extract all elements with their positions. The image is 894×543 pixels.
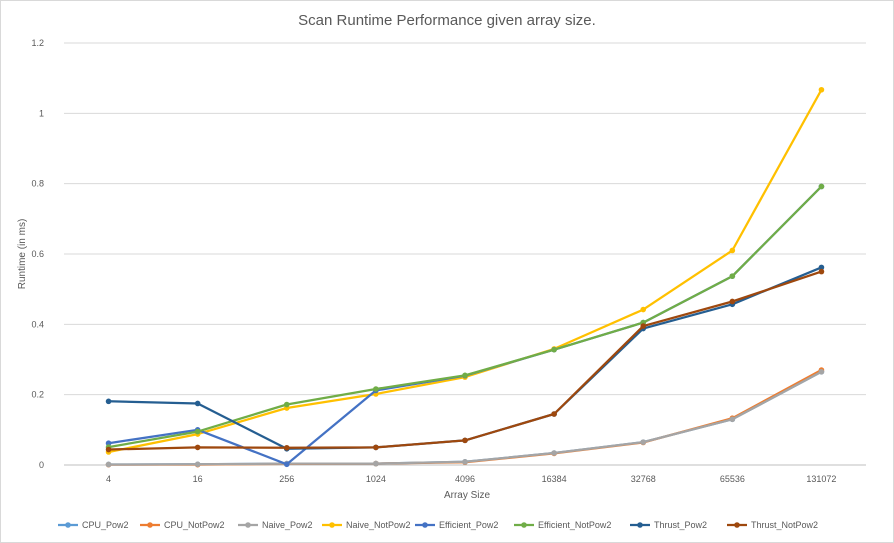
chart-title: Scan Runtime Performance given array siz… xyxy=(298,12,596,29)
data-point xyxy=(373,444,379,451)
series-line xyxy=(107,370,823,466)
data-point xyxy=(729,247,736,254)
y-tick-label: 0 xyxy=(39,460,44,470)
legend-item: Efficient_NotPow2 xyxy=(514,520,611,530)
data-point xyxy=(194,400,201,407)
series-line xyxy=(107,266,823,450)
data-point xyxy=(551,411,557,417)
series-naive-pow2 xyxy=(105,369,825,468)
legend-item: CPU_NotPow2 xyxy=(140,520,225,530)
series-cpu-pow2 xyxy=(105,369,825,468)
legend-swatch-marker xyxy=(422,522,428,528)
data-point xyxy=(640,323,647,329)
data-point xyxy=(818,86,825,93)
data-point xyxy=(640,439,647,445)
data-point xyxy=(194,444,201,451)
legend-item: Thrust_NotPow2 xyxy=(727,520,818,530)
data-point xyxy=(283,461,290,468)
legend-label: CPU_NotPow2 xyxy=(164,520,225,530)
legend-swatch-marker xyxy=(147,522,153,528)
x-tick-label: 256 xyxy=(279,474,294,484)
series-line xyxy=(107,88,823,454)
y-tick-label: 0.6 xyxy=(31,249,44,259)
data-point xyxy=(640,306,647,313)
x-tick-label: 4 xyxy=(106,474,111,484)
y-tick-label: 0.8 xyxy=(31,179,44,189)
series-lines xyxy=(105,86,825,468)
data-point xyxy=(551,450,557,456)
data-point xyxy=(373,460,379,467)
legend-label: CPU_Pow2 xyxy=(82,520,129,530)
data-point xyxy=(462,437,468,444)
data-point xyxy=(283,444,290,451)
data-point xyxy=(551,346,557,353)
series-line xyxy=(107,370,823,466)
y-tick-label: 1.2 xyxy=(31,38,44,48)
data-point xyxy=(105,440,112,446)
x-tick-label: 16 xyxy=(193,474,203,484)
legend-label: Naive_NotPow2 xyxy=(346,520,411,530)
series-naive-notpow2 xyxy=(105,86,825,455)
x-tick-label: 131072 xyxy=(806,474,836,484)
data-point xyxy=(194,428,201,435)
x-tick-label: 1024 xyxy=(366,474,386,484)
data-point xyxy=(818,369,825,375)
legend-label: Naive_Pow2 xyxy=(262,520,313,530)
legend-item: Thrust_Pow2 xyxy=(630,520,707,530)
legend-item: CPU_Pow2 xyxy=(58,520,129,530)
legend-label: Efficient_Pow2 xyxy=(439,520,498,530)
y-axis-ticks: 0 0.2 0.4 0.6 0.8 1 1.2 xyxy=(31,38,44,470)
legend-item: Naive_NotPow2 xyxy=(322,520,411,530)
data-point xyxy=(818,264,825,271)
data-point xyxy=(283,401,290,408)
legend-swatch-marker xyxy=(329,522,335,528)
legend-swatch-marker xyxy=(65,522,71,528)
legend-label: Thrust_Pow2 xyxy=(654,520,707,530)
legend-swatch-marker xyxy=(521,522,527,528)
gridlines xyxy=(64,42,866,466)
legend-swatch-marker xyxy=(245,522,251,528)
y-tick-label: 0.2 xyxy=(31,390,44,400)
legend-swatch-marker xyxy=(734,522,740,528)
data-point xyxy=(462,372,468,379)
x-tick-label: 32768 xyxy=(631,474,656,484)
series-thrust-notpow2 xyxy=(105,268,825,453)
data-point xyxy=(729,298,736,305)
data-point xyxy=(105,446,112,453)
series-efficient-notpow2 xyxy=(105,183,825,450)
data-point xyxy=(194,461,201,468)
data-point xyxy=(462,459,468,465)
data-point xyxy=(105,398,112,405)
legend-label: Thrust_NotPow2 xyxy=(751,520,818,530)
data-point xyxy=(818,183,825,190)
data-point xyxy=(729,273,736,279)
y-tick-label: 1 xyxy=(39,108,44,118)
legend-swatch-marker xyxy=(637,522,643,528)
data-point xyxy=(105,461,112,468)
series-cpu-notpow2 xyxy=(105,367,825,468)
legend-label: Efficient_NotPow2 xyxy=(538,520,611,530)
series-line xyxy=(107,185,823,449)
series-line xyxy=(107,368,823,466)
y-tick-label: 0.4 xyxy=(31,319,44,329)
legend: CPU_Pow2 CPU_NotPow2 Naive_Pow2 Naive_NotPo… xyxy=(58,520,818,530)
x-tick-label: 16384 xyxy=(542,474,567,484)
series-efficient-pow2 xyxy=(105,183,825,468)
legend-item: Naive_Pow2 xyxy=(238,520,313,530)
y-axis-title: Runtime (in ms) xyxy=(17,219,28,290)
x-axis-ticks: 4 16 256 1024 4096 16384 32768 65536 131072 xyxy=(106,474,836,484)
x-tick-label: 65536 xyxy=(720,474,745,484)
legend-item: Efficient_Pow2 xyxy=(415,520,498,530)
x-tick-label: 4096 xyxy=(455,474,475,484)
data-point xyxy=(729,416,736,423)
data-point xyxy=(373,386,379,392)
x-axis-title: Array Size xyxy=(444,490,491,501)
data-point xyxy=(818,268,825,275)
